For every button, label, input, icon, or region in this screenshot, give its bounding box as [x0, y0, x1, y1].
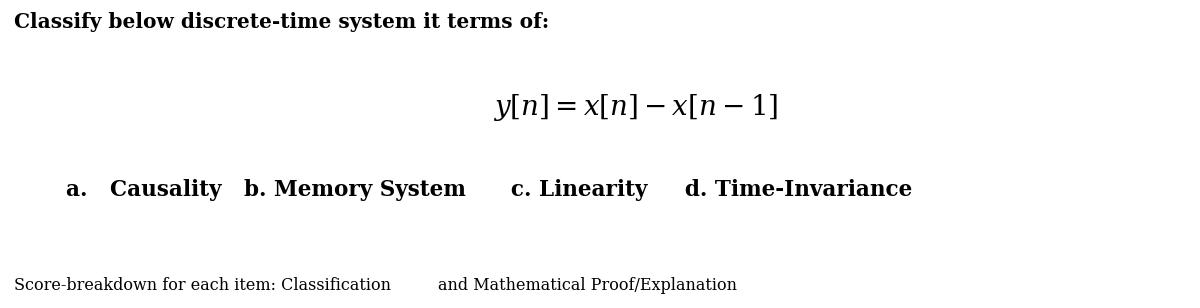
Text: Score-breakdown for each item: Classification: Score-breakdown for each item: Classific… — [14, 277, 391, 294]
Text: Classify below discrete-time system it terms of:: Classify below discrete-time system it t… — [14, 12, 550, 32]
Text: and Mathematical Proof/Explanation: and Mathematical Proof/Explanation — [438, 277, 737, 294]
Text: $y[n] = x[n] - x[n-1]$: $y[n] = x[n] - x[n-1]$ — [493, 92, 779, 124]
Text: a.   Causality   b. Memory System      c. Linearity     d. Time-Invariance: a. Causality b. Memory System c. Lineari… — [66, 179, 912, 201]
